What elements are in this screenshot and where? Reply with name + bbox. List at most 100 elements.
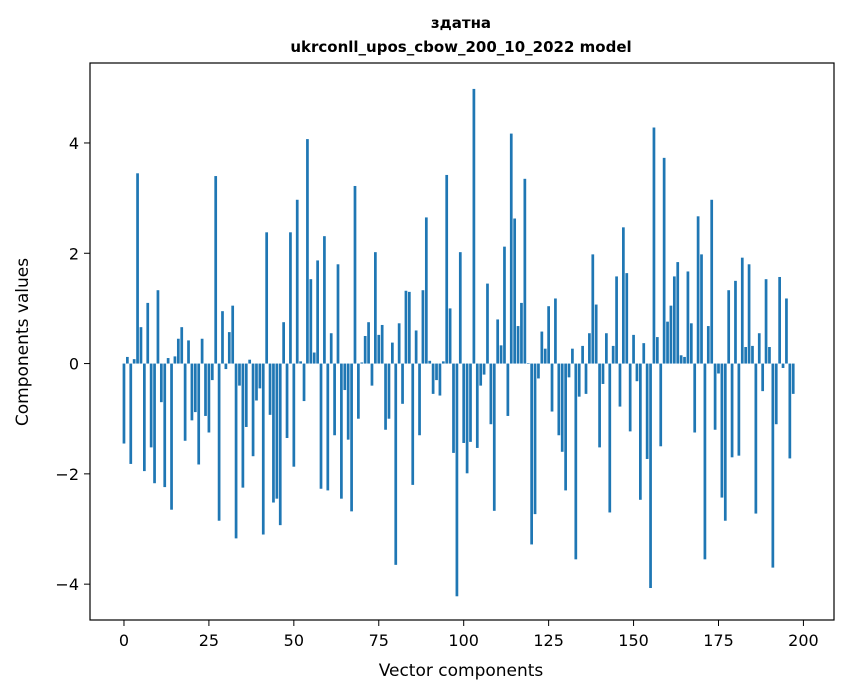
bar bbox=[285, 363, 289, 439]
chart-subtitle: ukrconll_upos_cbow_200_10_2022 model bbox=[290, 38, 631, 56]
bar bbox=[299, 361, 302, 364]
bar bbox=[516, 326, 520, 364]
bar bbox=[754, 363, 758, 514]
bar bbox=[346, 363, 350, 440]
bar bbox=[176, 338, 180, 364]
bar bbox=[475, 363, 479, 448]
bar bbox=[380, 324, 384, 364]
bar bbox=[598, 363, 601, 448]
x-tick-label: 175 bbox=[703, 631, 734, 650]
bar bbox=[669, 305, 673, 364]
x-tick-label: 0 bbox=[119, 631, 129, 650]
bar bbox=[238, 363, 241, 386]
bar bbox=[683, 356, 686, 364]
bar bbox=[720, 363, 724, 498]
bar bbox=[655, 337, 659, 364]
bar bbox=[438, 363, 442, 396]
x-axis-label: Vector components bbox=[379, 661, 544, 681]
bar bbox=[129, 363, 133, 464]
bar bbox=[340, 363, 343, 499]
bar bbox=[221, 311, 224, 364]
bar bbox=[173, 356, 177, 364]
bar bbox=[234, 363, 238, 539]
bar bbox=[357, 363, 360, 419]
bar bbox=[170, 363, 173, 510]
bar bbox=[272, 363, 275, 503]
bar bbox=[431, 363, 435, 394]
bar bbox=[581, 345, 584, 364]
y-tick-label: 0 bbox=[69, 355, 79, 374]
bar bbox=[146, 302, 150, 364]
bar bbox=[428, 360, 432, 364]
bar bbox=[520, 302, 523, 364]
bar bbox=[601, 363, 605, 384]
bar bbox=[713, 363, 717, 430]
bar bbox=[126, 356, 129, 364]
x-tick-label: 75 bbox=[369, 631, 389, 650]
bar bbox=[316, 260, 319, 364]
bar bbox=[560, 363, 564, 452]
bar bbox=[550, 363, 554, 412]
y-tick-label: −4 bbox=[55, 575, 79, 594]
bar bbox=[122, 363, 126, 444]
bar bbox=[319, 363, 323, 489]
bar bbox=[533, 363, 537, 515]
bar bbox=[472, 88, 476, 364]
bar bbox=[462, 363, 466, 443]
bar bbox=[295, 199, 299, 364]
bar bbox=[574, 363, 578, 560]
bar bbox=[791, 363, 795, 394]
bar bbox=[251, 363, 255, 457]
y-axis-label: Components values bbox=[13, 258, 33, 426]
bar bbox=[187, 340, 190, 364]
x-tick-label: 200 bbox=[788, 631, 819, 650]
bar bbox=[377, 334, 381, 364]
bar bbox=[275, 363, 279, 499]
bar bbox=[737, 363, 741, 456]
bar bbox=[778, 276, 781, 364]
bar bbox=[323, 236, 326, 364]
bar bbox=[452, 363, 455, 453]
bar bbox=[689, 323, 693, 364]
bar bbox=[727, 290, 731, 364]
bar bbox=[244, 363, 248, 427]
bar bbox=[411, 363, 415, 485]
bar bbox=[309, 279, 313, 364]
bar bbox=[455, 363, 459, 597]
bar bbox=[676, 262, 680, 364]
bar bbox=[217, 363, 221, 521]
bar bbox=[424, 217, 428, 364]
bar bbox=[343, 363, 347, 391]
bar bbox=[363, 335, 367, 364]
bar bbox=[513, 218, 517, 364]
bar bbox=[268, 363, 272, 415]
bar bbox=[435, 363, 438, 381]
bar bbox=[407, 291, 411, 364]
bar bbox=[204, 363, 207, 416]
bar bbox=[231, 305, 235, 364]
bar bbox=[414, 330, 418, 364]
bar bbox=[387, 363, 391, 419]
bar bbox=[506, 363, 510, 416]
bar bbox=[615, 276, 618, 364]
bar bbox=[652, 127, 656, 364]
bar bbox=[788, 363, 792, 459]
bar bbox=[703, 363, 707, 560]
bar bbox=[370, 363, 374, 386]
bar bbox=[734, 280, 737, 364]
y-tick-label: 2 bbox=[69, 244, 79, 263]
bar bbox=[353, 185, 357, 364]
bar bbox=[764, 279, 768, 364]
bar bbox=[421, 290, 425, 364]
bar bbox=[445, 174, 449, 364]
bar bbox=[248, 359, 252, 364]
y-axis-ticks: −4 −2 0 2 4 bbox=[55, 134, 90, 594]
bar bbox=[278, 363, 282, 526]
bar bbox=[132, 359, 136, 364]
bar bbox=[180, 327, 184, 364]
bar bbox=[482, 363, 486, 375]
bar bbox=[292, 363, 296, 467]
bar bbox=[193, 363, 197, 413]
bar bbox=[401, 363, 404, 404]
